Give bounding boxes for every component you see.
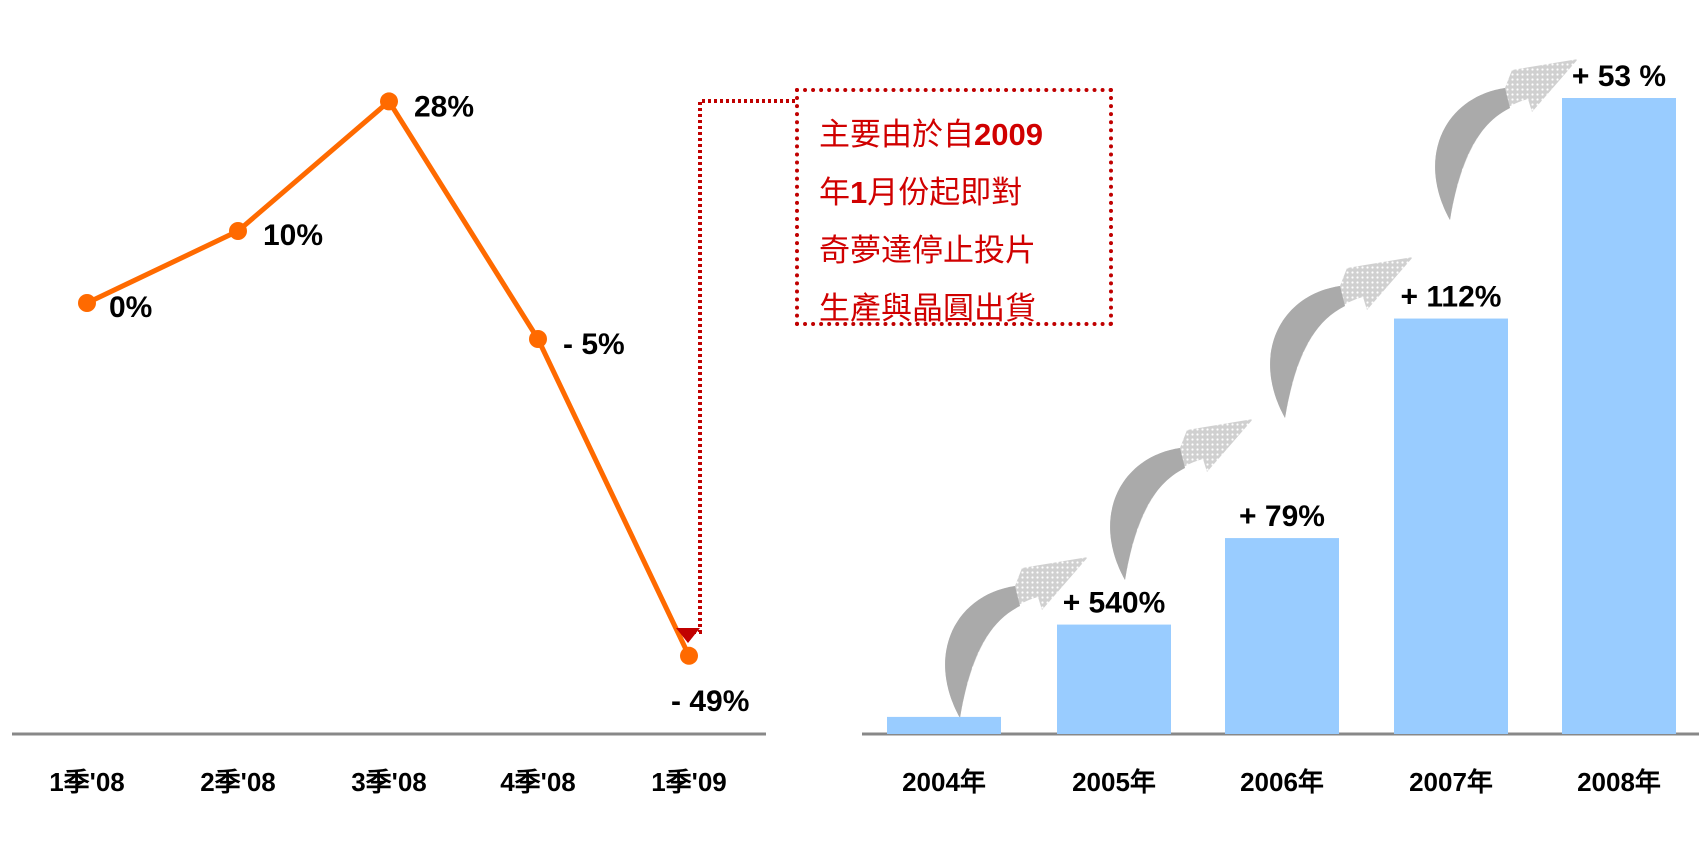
x-tick-label: 1季'09	[651, 767, 727, 797]
arrow-shade	[1110, 448, 1185, 580]
data-label: - 5%	[563, 328, 625, 361]
data-point	[680, 646, 698, 665]
curved-arrow-icon	[1110, 419, 1253, 580]
data-point	[78, 294, 96, 312]
line-chart: 0% 10% 28% - 5% - 49% 1季'08 2季'08 3季'08 4季'08 1季'…	[12, 90, 795, 797]
callout-arrowhead	[676, 628, 700, 643]
data-label: - 49%	[671, 685, 749, 718]
x-tick-label: 2006年	[1240, 767, 1324, 797]
data-label: + 79%	[1239, 500, 1325, 533]
arrow-shade	[1270, 286, 1345, 418]
series-line	[85, 98, 692, 657]
bar	[1057, 624, 1171, 734]
callout-line: 奇夢達停止投片	[819, 233, 1036, 269]
data-point	[229, 222, 247, 240]
data-point	[529, 330, 547, 348]
callout-box: 主要由於自2009 年1月份起即對 奇夢達停止投片 生產與晶圓出貨	[795, 88, 1113, 327]
data-label: 10%	[263, 219, 323, 252]
data-label: 0%	[109, 291, 152, 324]
bar	[1562, 98, 1676, 734]
arrow-shade	[945, 586, 1020, 718]
x-tick-label: 2004年	[902, 767, 986, 797]
bar	[1394, 318, 1508, 734]
callout-line: 年1月份起即對	[819, 175, 1023, 211]
bar-chart: + 540% + 79% + 112% + 53 % 2004年 2005年 2006年 20…	[862, 60, 1699, 797]
x-tick-label: 2008年	[1577, 767, 1661, 797]
data-label: + 540%	[1063, 587, 1166, 620]
x-tick-label: 2007年	[1409, 767, 1493, 797]
arrow-highlight	[1435, 59, 1578, 220]
x-tick-label: 4季'08	[500, 767, 576, 797]
callout-line: 主要由於自2009	[819, 117, 1043, 153]
arrow-highlight	[945, 557, 1088, 718]
bar	[1225, 538, 1339, 734]
data-label: + 112%	[1401, 281, 1502, 314]
callout-line: 生產與晶圓出貨	[819, 291, 1036, 327]
growth-arrows	[945, 59, 1578, 718]
x-tick-label: 2005年	[1072, 767, 1156, 797]
callout-connector	[689, 99, 795, 634]
curved-arrow-icon	[945, 557, 1088, 718]
arrow-highlight	[1270, 257, 1413, 418]
x-tick-label: 2季'08	[200, 767, 276, 797]
data-label: + 53 %	[1572, 60, 1666, 93]
curved-arrow-icon	[1270, 257, 1413, 418]
arrow-shade	[1435, 88, 1510, 220]
x-tick-label: 3季'08	[351, 767, 427, 797]
data-point	[380, 92, 398, 111]
x-tick-label: 1季'08	[49, 767, 125, 797]
data-label: 28%	[414, 90, 474, 123]
bar	[887, 716, 1001, 734]
curved-arrow-icon	[1435, 59, 1578, 220]
arrow-highlight	[1110, 419, 1253, 580]
